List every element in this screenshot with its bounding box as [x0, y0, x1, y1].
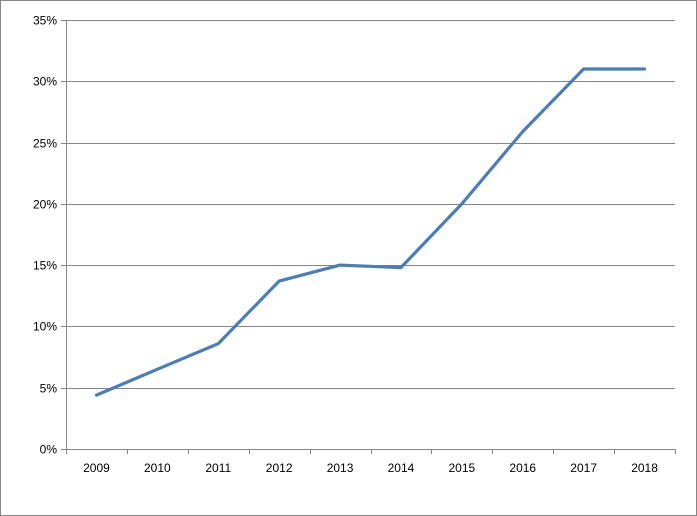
x-tick-label: 2014 [388, 461, 415, 475]
x-tick-label: 2016 [509, 461, 536, 475]
x-tick-label: 2012 [266, 461, 293, 475]
data-point [399, 266, 402, 269]
data-point [278, 280, 281, 283]
data-point [460, 202, 463, 205]
y-tick-label: 15% [33, 259, 57, 273]
x-tick-label: 2015 [448, 461, 475, 475]
y-tick-label: 25% [33, 137, 57, 151]
data-point [521, 130, 524, 133]
y-tick-label: 5% [40, 382, 58, 396]
data-point [156, 368, 159, 371]
y-tick-labels: 0% 5% 10% 15% 20% 25% 30% 35% [33, 14, 57, 457]
x-tick-label: 2010 [144, 461, 171, 475]
data-point [339, 264, 342, 267]
y-tick-label: 0% [40, 443, 58, 457]
axes [61, 20, 676, 454]
y-tick-label: 30% [33, 75, 57, 89]
x-tick-label: 2009 [83, 461, 110, 475]
gridlines [66, 20, 675, 389]
x-tick-label: 2017 [570, 461, 597, 475]
data-point [95, 394, 98, 397]
data-point [217, 342, 220, 345]
series-line-0 [94, 67, 647, 397]
x-tick-label: 2013 [327, 461, 354, 475]
data-point [643, 68, 646, 71]
y-tick-label: 35% [33, 14, 57, 28]
y-tick-label: 20% [33, 198, 57, 212]
y-tick-label: 10% [33, 320, 57, 334]
series-layer [94, 67, 647, 397]
x-tick-label: 2018 [631, 461, 658, 475]
x-tick-label: 2011 [205, 461, 231, 475]
x-tick-labels: 2009 2010 2011 2012 2013 2014 2015 2016 2017 2018 [83, 461, 658, 475]
data-point [582, 68, 585, 71]
